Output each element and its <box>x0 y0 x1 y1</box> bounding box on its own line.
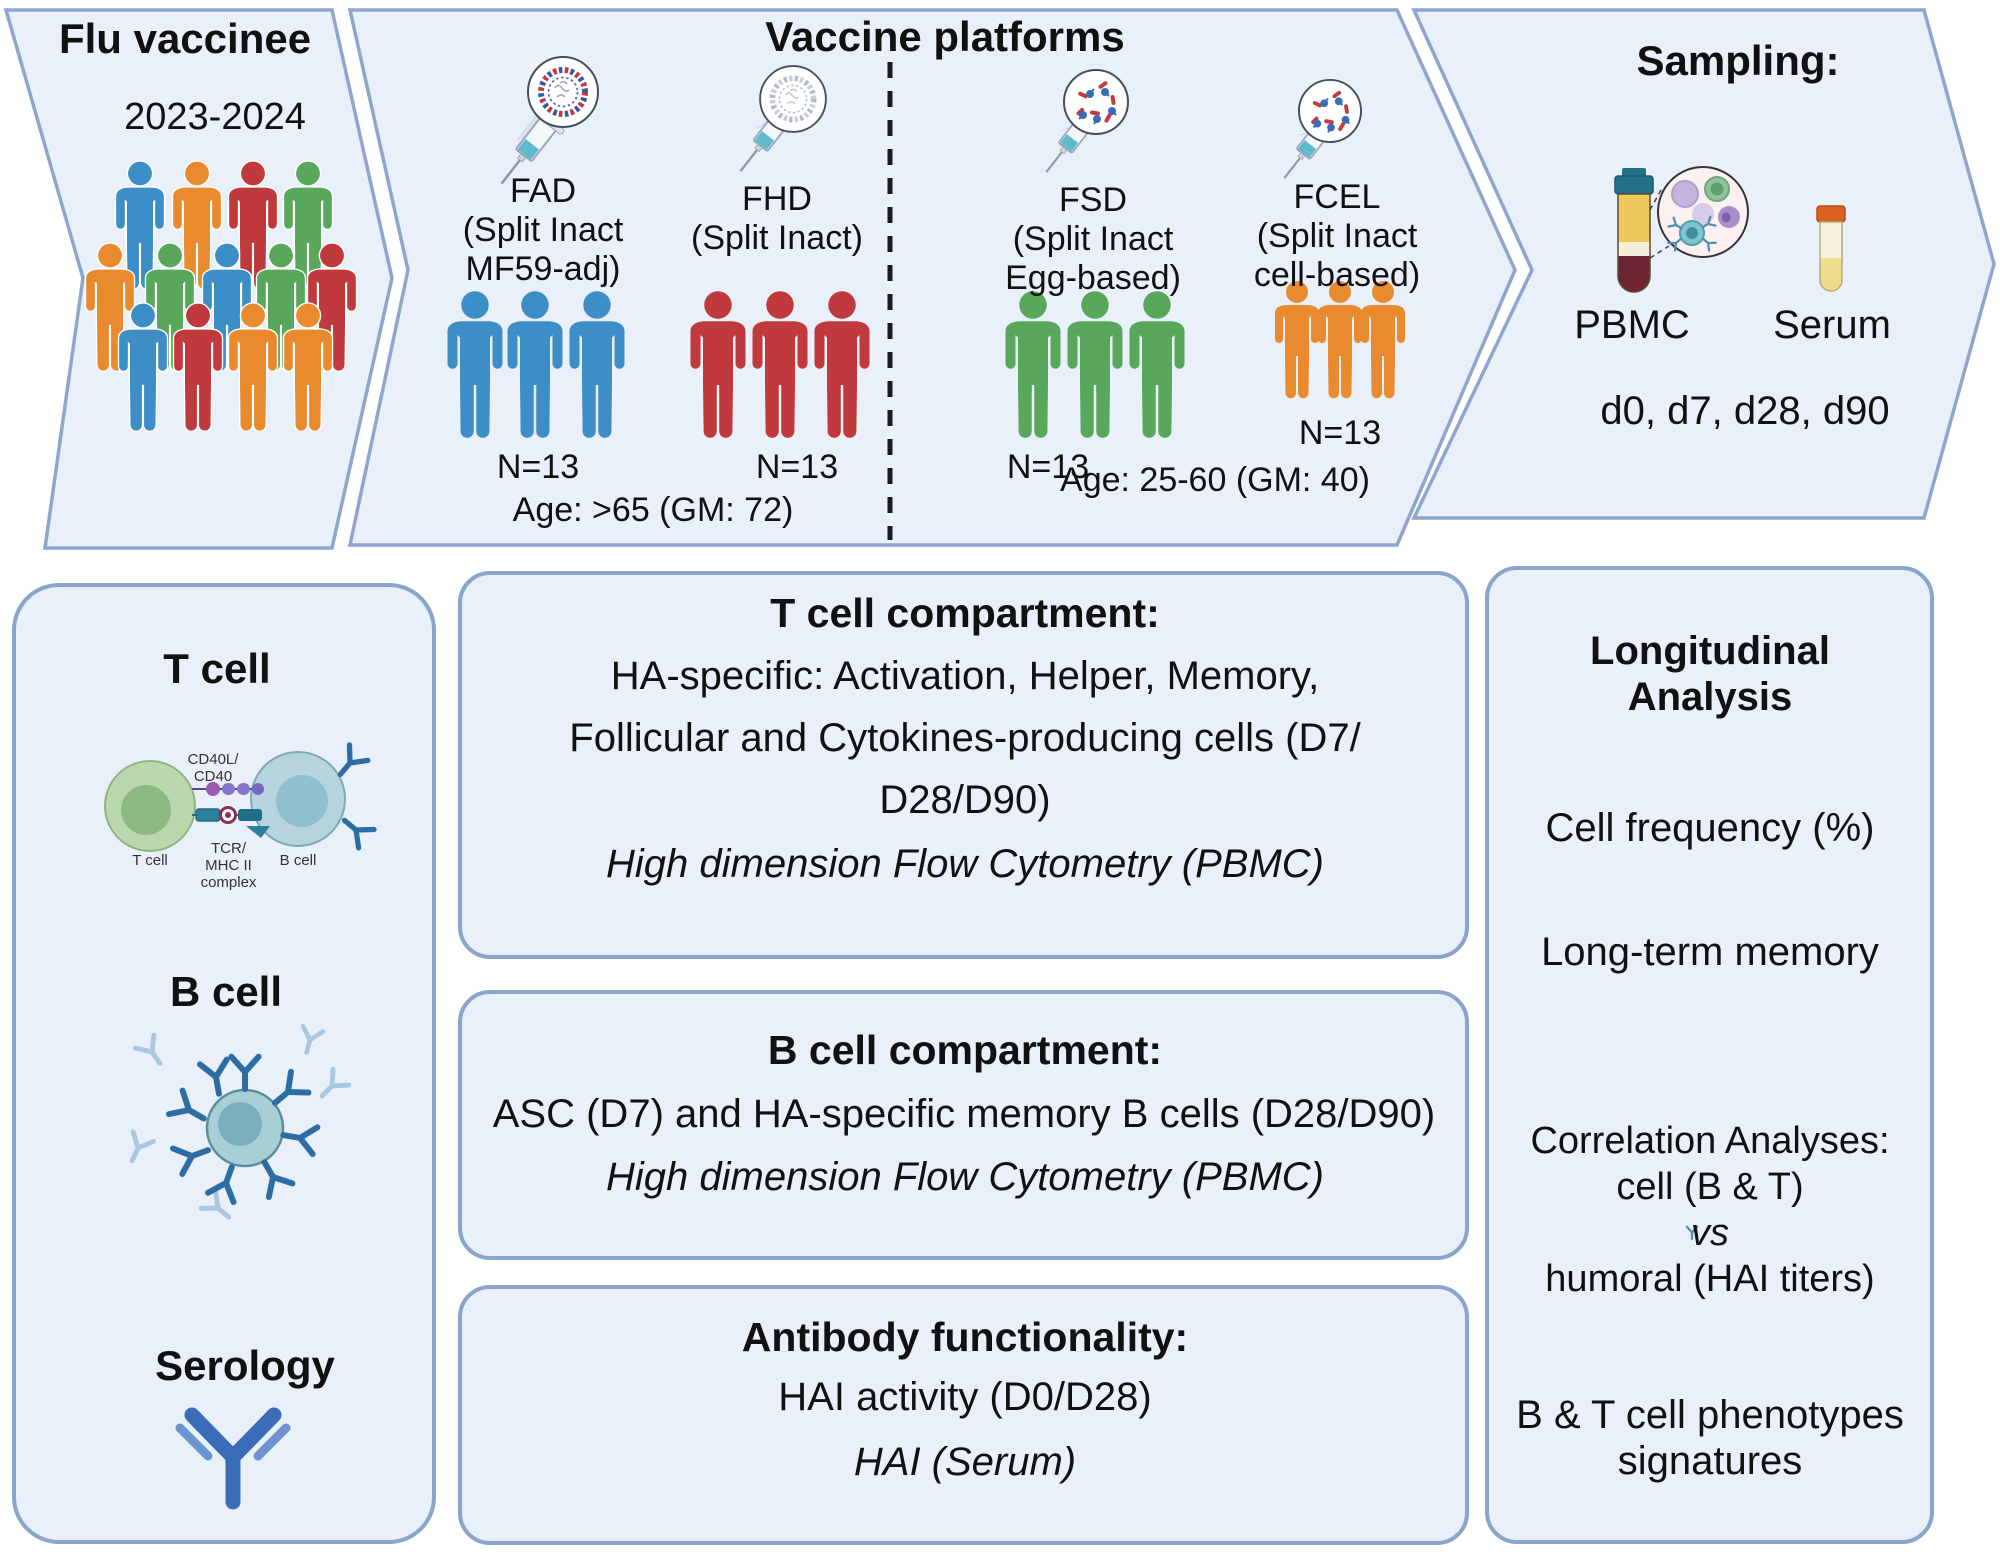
phenotype-line: signatures <box>1617 1439 1803 1483</box>
antibody-box-title: Antibody functionality: <box>741 1314 1189 1360</box>
antigen-bits-icon <box>1063 69 1129 135</box>
tcr-line: MHC II <box>205 857 252 874</box>
group-detail: (Split Inact) <box>691 219 863 257</box>
group-detail: (Split Inact <box>462 211 624 249</box>
antibody-box-method: HAI (Serum) <box>853 1440 1077 1484</box>
vaccine-panel-title: Vaccine platforms <box>765 13 1125 60</box>
sampling-timepoints: d0, d7, d28, d90 <box>1600 389 1890 433</box>
correlation-line: cell (B & T) <box>1616 1166 1804 1208</box>
tcell-box-method: High dimension Flow Cytometry (PBMC) <box>606 842 1324 886</box>
analysis-item-frequency: Cell frequency (%) <box>1545 806 1875 850</box>
cd40-label: CD40L/ CD40 <box>178 751 248 785</box>
magnify-dash <box>1649 189 1662 211</box>
group-detail: cell-based) <box>1253 256 1421 294</box>
bcell-heading: B cell <box>169 968 283 1015</box>
analysis-title-line: Longitudinal <box>1590 629 1830 673</box>
sampling-panel <box>1411 8 1996 520</box>
age-cohort-older: Age: >65 (GM: 72) <box>512 491 794 529</box>
t-cell-b-cell-interaction-illustration <box>104 745 374 852</box>
cd40-line: CD40L/ <box>187 751 239 768</box>
vaccine-group-label-fcel: FCEL (Split Inact cell-based) <box>1217 178 1457 295</box>
group-code: FSD <box>1059 181 1127 219</box>
tcell-box-line: Follicular and Cytokines-producing cells… <box>569 716 1361 760</box>
cd40-line: CD40 <box>193 768 233 785</box>
flu-panel-title: Flu vaccinee <box>58 15 312 62</box>
antibody-assay-box <box>458 1285 1469 1545</box>
group-detail: (Split Inact <box>1012 220 1174 258</box>
antibody-icon <box>175 1407 291 1510</box>
tcell-box-title: T cell compartment: <box>770 590 1160 636</box>
analysis-item-correlation: Correlation Analyses: cell (B & T) vs hu… <box>1495 1118 1925 1302</box>
group-n-fad: N=13 <box>496 448 580 486</box>
group-n-fcel: N=13 <box>1298 414 1382 452</box>
b-cell-antibody-illustration <box>122 1026 349 1226</box>
virus-particle-icon <box>760 66 826 132</box>
serology-heading: Serology <box>155 1342 335 1389</box>
tcell-box-line: HA-specific: Activation, Helper, Memory, <box>610 654 1320 698</box>
blood-tube-icon <box>1614 168 1654 293</box>
tcr-line: TCR/ <box>211 840 246 857</box>
t-cell-small-label: T cell <box>132 852 168 869</box>
serum-label: Serum <box>1773 303 1891 347</box>
vaccine-group-label-fad: FAD (Split Inact MF59-adj) <box>423 172 663 289</box>
virus-particle-icon <box>528 57 598 127</box>
phenotype-line: B & T cell phenotypes <box>1516 1393 1904 1437</box>
bcell-box-title: B cell compartment: <box>767 1027 1163 1073</box>
bcell-assay-box <box>458 990 1469 1260</box>
analysis-item-memory: Long-term memory <box>1541 930 1879 974</box>
pbmc-label: PBMC <box>1574 303 1690 347</box>
group-detail: (Split Inact <box>1256 217 1418 255</box>
correlation-line: humoral (HAI titers) <box>1545 1258 1875 1300</box>
longitudinal-analysis-panel <box>1485 566 1934 1544</box>
group-n-fhd: N=13 <box>755 448 839 486</box>
tcr-mhc-label: TCR/ MHC II complex <box>186 840 271 891</box>
tcell-box-line: D28/D90) <box>879 778 1051 822</box>
antibody-box-line: HAI activity (D0/D28) <box>778 1375 1152 1419</box>
serum-tube-icon <box>1816 205 1846 292</box>
sampling-panel-title: Sampling: <box>1636 37 1840 84</box>
group-code: FAD <box>509 172 577 210</box>
group-detail: Egg-based) <box>1005 259 1181 297</box>
analysis-panel-title: Longitudinal Analysis <box>1500 628 1920 720</box>
tcr-line: complex <box>200 874 257 891</box>
b-cell-small-label: B cell <box>279 852 317 869</box>
analysis-title-line: Analysis <box>1627 675 1793 719</box>
tcell-heading: T cell <box>163 645 271 692</box>
group-code: FHD <box>742 180 812 218</box>
age-cohort-younger: Age: 25-60 (GM: 40) <box>1060 461 1370 499</box>
pbmc-cells-icon <box>1657 166 1749 1241</box>
analysis-item-phenotypes: B & T cell phenotypes signatures <box>1495 1392 1925 1484</box>
antigen-bits-icon <box>1297 78 1363 144</box>
bcell-box-line: ASC (D7) and HA-specific memory B cells … <box>492 1092 1436 1136</box>
correlation-line: Correlation Analyses: <box>1530 1120 1890 1162</box>
bcell-box-method: High dimension Flow Cytometry (PBMC) <box>606 1155 1324 1199</box>
group-detail: MF59-adj) <box>465 250 621 288</box>
flu-season-year: 2023-2024 <box>124 96 306 138</box>
correlation-line: vs <box>1691 1212 1729 1254</box>
group-n-fsd: N=13 <box>1006 448 1090 486</box>
vaccine-platforms-panel <box>347 8 1517 547</box>
magnify-dash <box>1649 245 1670 259</box>
group-code: FCEL <box>1293 178 1381 216</box>
vaccine-group-label-fhd: FHD (Split Inact) <box>657 180 897 258</box>
vaccine-group-label-fsd: FSD (Split Inact Egg-based) <box>973 181 1213 298</box>
tcell-assay-box <box>458 571 1469 959</box>
